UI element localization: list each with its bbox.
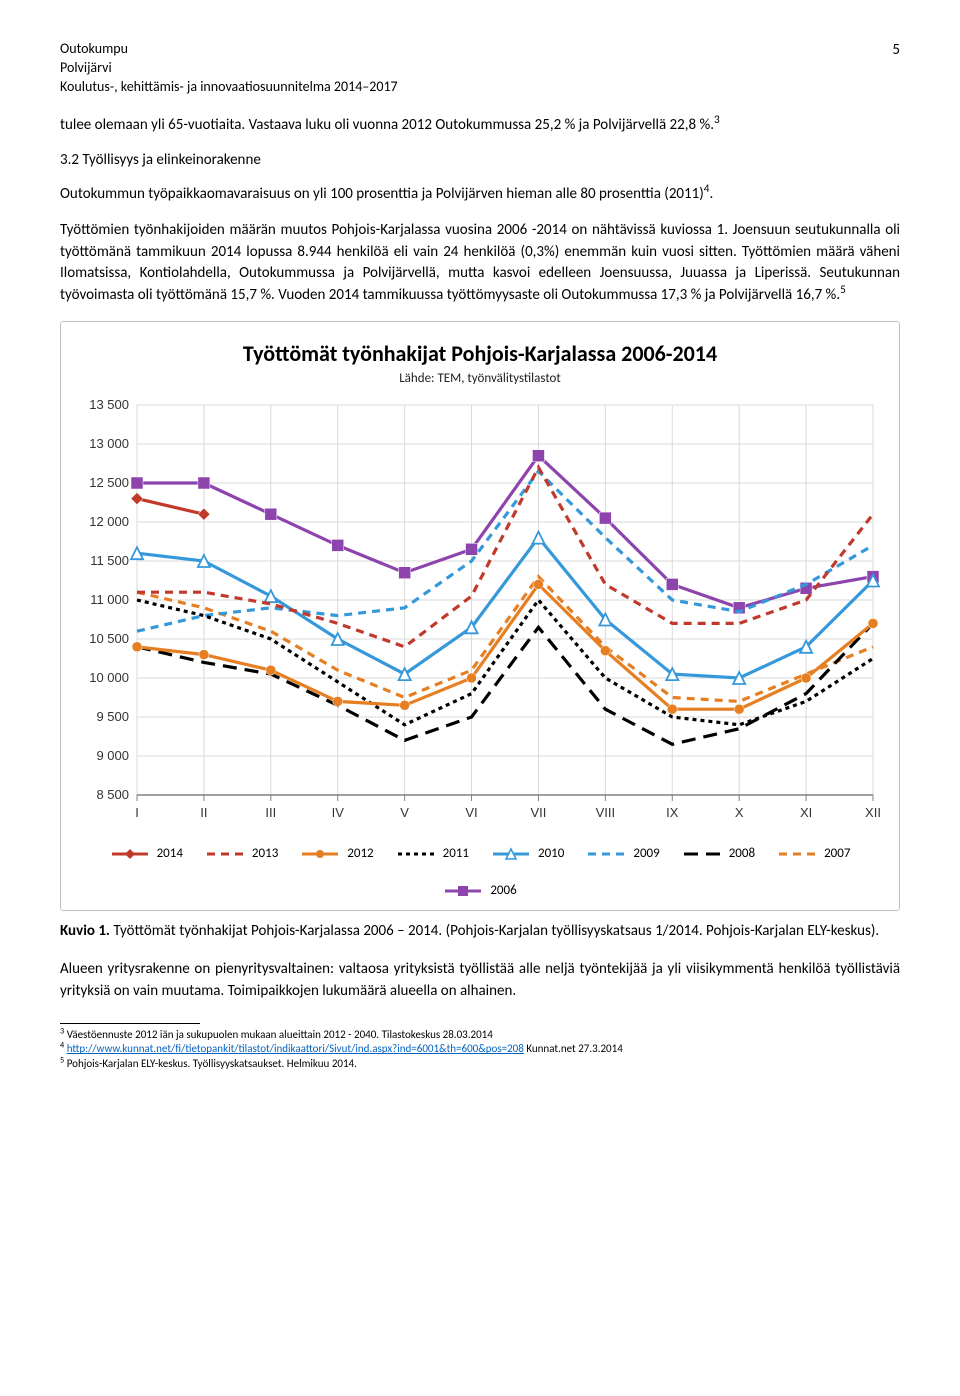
chart-title: Työttömät työnhakijat Pohjois-Karjalassa… bbox=[75, 338, 885, 370]
legend-item: 2008 bbox=[682, 845, 755, 864]
org-line-2: Polvijärvi bbox=[60, 59, 398, 78]
chart-container: Työttömät työnhakijat Pohjois-Karjalassa… bbox=[60, 321, 900, 911]
svg-text:X: X bbox=[735, 805, 744, 820]
svg-text:III: III bbox=[265, 805, 276, 820]
footnote-5-text: Pohjois-Karjalan ELY-keskus. Työllisyysk… bbox=[67, 1057, 357, 1070]
footnote-5: 5 Pohjois-Karjalan ELY-keskus. Työllisyy… bbox=[60, 1057, 900, 1072]
figure-caption: Kuvio 1. Työttömät työnhakijat Pohjois-K… bbox=[60, 921, 900, 943]
footnote-4: 4 http://www.kunnat.net/fi/tietopankit/t… bbox=[60, 1042, 900, 1057]
legend-label: 2014 bbox=[157, 845, 183, 864]
legend-label: 2012 bbox=[347, 845, 373, 864]
chart-legend: 2014 2013 2012 2011 2010 2009 2008 2007 2006 bbox=[75, 845, 885, 901]
paragraph-3: Työttömien työnhakijoiden määrän muutos … bbox=[60, 220, 900, 307]
svg-text:13 000: 13 000 bbox=[89, 436, 129, 451]
legend-label: 2010 bbox=[538, 845, 564, 864]
footnote-4-link[interactable]: http://www.kunnat.net/fi/tietopankit/til… bbox=[67, 1042, 524, 1055]
footnote-3: 3 Väestöennuste 2012 iän ja sukupuolen m… bbox=[60, 1028, 900, 1043]
org-line-1: Outokumpu bbox=[60, 40, 398, 59]
svg-text:IX: IX bbox=[666, 805, 679, 820]
svg-text:11 500: 11 500 bbox=[90, 553, 129, 568]
svg-text:II: II bbox=[200, 805, 207, 820]
legend-label: 2007 bbox=[824, 845, 850, 864]
svg-text:V: V bbox=[400, 805, 409, 820]
svg-text:9 500: 9 500 bbox=[96, 709, 129, 724]
legend-item: 2007 bbox=[777, 845, 850, 864]
legend-item: 2012 bbox=[300, 845, 373, 864]
svg-text:12 500: 12 500 bbox=[89, 475, 129, 490]
legend-item: 2014 bbox=[110, 845, 183, 864]
svg-text:10 000: 10 000 bbox=[89, 670, 129, 685]
svg-text:11 000: 11 000 bbox=[90, 592, 129, 607]
para1-text: tulee olemaan yli 65-vuotiaita. Vastaava… bbox=[60, 116, 714, 134]
footnote-4-after: Kunnat.net 27.3.2014 bbox=[524, 1042, 623, 1055]
legend-label: 2013 bbox=[252, 845, 278, 864]
svg-text:VIII: VIII bbox=[596, 805, 616, 820]
svg-text:XI: XI bbox=[800, 805, 812, 820]
svg-text:9 000: 9 000 bbox=[96, 748, 129, 763]
svg-text:VII: VII bbox=[531, 805, 547, 820]
page-number: 5 bbox=[892, 40, 900, 97]
legend-label: 2008 bbox=[729, 845, 755, 864]
legend-item: 2009 bbox=[586, 845, 659, 864]
footnotes-block: 3 Väestöennuste 2012 iän ja sukupuolen m… bbox=[60, 1028, 900, 1073]
paragraph-1: tulee olemaan yli 65-vuotiaita. Vastaava… bbox=[60, 115, 900, 137]
svg-text:I: I bbox=[135, 805, 139, 820]
svg-text:VI: VI bbox=[465, 805, 477, 820]
footnote-3-text: Väestöennuste 2012 iän ja sukupuolen muk… bbox=[67, 1028, 493, 1041]
svg-text:8 500: 8 500 bbox=[96, 787, 129, 802]
svg-text:XII: XII bbox=[865, 805, 881, 820]
paragraph-4: Alueen yritysrakenne on pienyritysvaltai… bbox=[60, 959, 900, 1003]
legend-item: 2006 bbox=[443, 882, 516, 901]
legend-label: 2011 bbox=[443, 845, 469, 864]
footnote-ref-3: 3 bbox=[714, 113, 720, 127]
footnote-ref-5: 5 bbox=[840, 283, 846, 297]
svg-text:13 500: 13 500 bbox=[89, 397, 129, 412]
footnotes-rule bbox=[60, 1023, 200, 1024]
caption-label: Kuvio 1. bbox=[60, 922, 110, 940]
caption-text: Työttömät työnhakijat Pohjois-Karjalassa… bbox=[110, 922, 879, 940]
line-chart: 8 500 9 000 9 500 10 000 10 500 11 000 11 500 1… bbox=[75, 395, 885, 835]
svg-text:12 000: 12 000 bbox=[89, 514, 129, 529]
header-left: Outokumpu Polvijärvi Koulutus-, kehittäm… bbox=[60, 40, 398, 97]
legend-label: 2006 bbox=[490, 882, 516, 901]
paragraph-2: Outokummun työpaikkaomavaraisuus on yli … bbox=[60, 184, 900, 206]
para2-end: . bbox=[709, 185, 713, 203]
section-heading: 3.2 Työllisyys ja elinkeinorakenne bbox=[60, 150, 900, 172]
legend-item: 2011 bbox=[396, 845, 469, 864]
legend-label: 2009 bbox=[633, 845, 659, 864]
para2-text: Outokummun työpaikkaomavaraisuus on yli … bbox=[60, 185, 704, 203]
chart-subtitle: Lähde: TEM, työnvälitystilastot bbox=[75, 370, 885, 389]
para3-text: Työttömien työnhakijoiden määrän muutos … bbox=[60, 221, 900, 304]
svg-text:IV: IV bbox=[332, 805, 345, 820]
legend-item: 2010 bbox=[491, 845, 564, 864]
svg-text:10 500: 10 500 bbox=[89, 631, 129, 646]
doc-title-line: Koulutus-, kehittämis- ja innovaatiosuun… bbox=[60, 78, 398, 97]
legend-item: 2013 bbox=[205, 845, 278, 864]
page-header: Outokumpu Polvijärvi Koulutus-, kehittäm… bbox=[60, 40, 900, 97]
